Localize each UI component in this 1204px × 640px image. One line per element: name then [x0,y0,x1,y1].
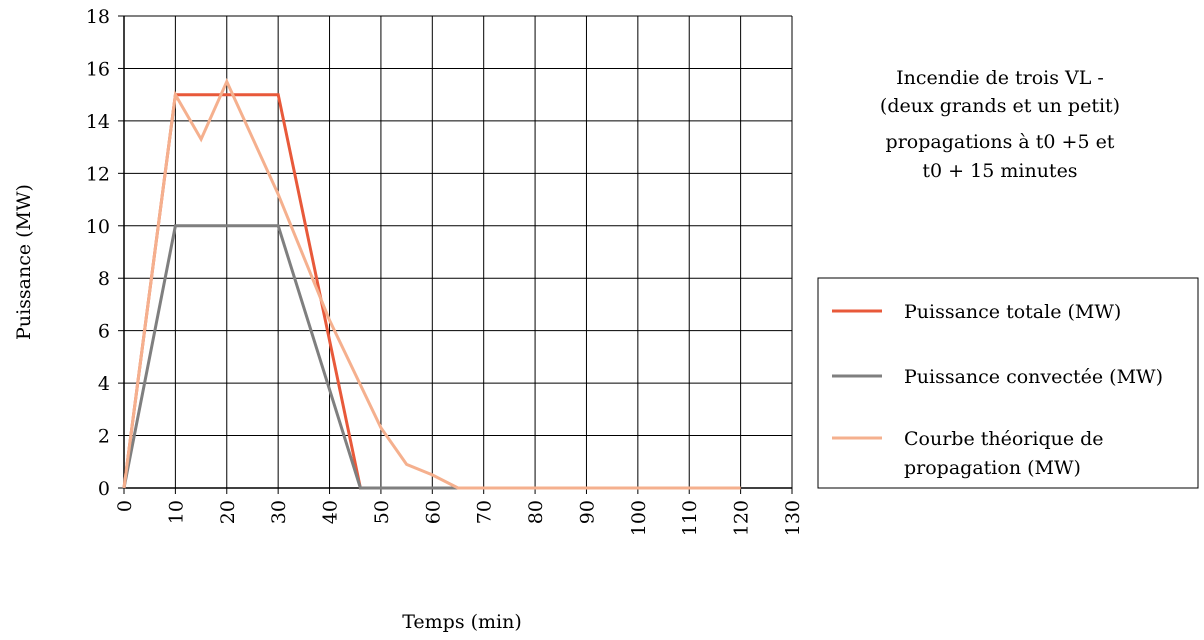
y-tick-label-4: 4 [98,373,110,395]
x-tick-label-40: 40 [320,500,342,524]
x-tick-label-90: 90 [576,500,598,524]
y-tick-label-16: 16 [86,58,110,80]
chart-annotation: Incendie de trois VL - (deux grands et u… [880,67,1120,182]
y-tick-label-14: 14 [86,111,110,133]
legend-box [817,277,1199,489]
y-tick-label-8: 8 [98,268,110,290]
x-tick-label-130: 130 [782,500,804,536]
legend-label-total: Puissance totale (MW) [904,301,1121,323]
legend-label-theorique-line-2: propagation (MW) [904,457,1081,479]
legend-label-theorique-line-1: Courbe théorique de [904,428,1104,450]
x-tick-label-80: 80 [525,500,547,524]
annotation-line-4: t0 + 15 minutes [922,160,1077,182]
annotation-line-3: propagations à t0 +5 et [886,131,1115,153]
series-line-2 [122,77,741,490]
x-tick-label-30: 30 [268,500,290,524]
y-axis-title: Puissance (MW) [13,184,35,340]
x-tick-label-70: 70 [474,500,496,524]
y-tick-label-0: 0 [98,478,110,500]
y-tick-label-2: 2 [98,426,110,448]
series-lines [122,77,741,490]
legend: Puissance totale (MW) Puissance convecté… [817,277,1199,489]
y-tick-labels: 0 2 4 6 8 10 12 14 16 18 [86,6,110,500]
x-tick-label-100: 100 [628,500,650,536]
y-tick-label-12: 12 [86,163,110,185]
x-tick-label-120: 120 [731,500,753,536]
x-tick-label-110: 110 [679,500,701,536]
legend-label-convectee: Puissance convectée (MW) [904,366,1163,388]
grid [123,15,793,489]
y-tick-label-6: 6 [98,321,110,343]
x-tick-labels: 0 10 20 30 40 50 60 70 80 90 100 110 120 130 [114,500,804,536]
x-tick-label-10: 10 [165,500,187,524]
y-tick-label-18: 18 [86,6,110,28]
annotation-line-2: (deux grands et un petit) [880,95,1120,117]
x-tick-label-50: 50 [371,500,393,524]
x-axis-title: Temps (min) [402,611,522,633]
annotation-line-1: Incendie de trois VL - [896,67,1104,89]
axes [118,15,793,494]
x-tick-label-0: 0 [114,500,136,512]
x-tick-label-60: 60 [422,500,444,524]
x-tick-label-20: 20 [217,500,239,524]
y-tick-label-10: 10 [86,216,110,238]
